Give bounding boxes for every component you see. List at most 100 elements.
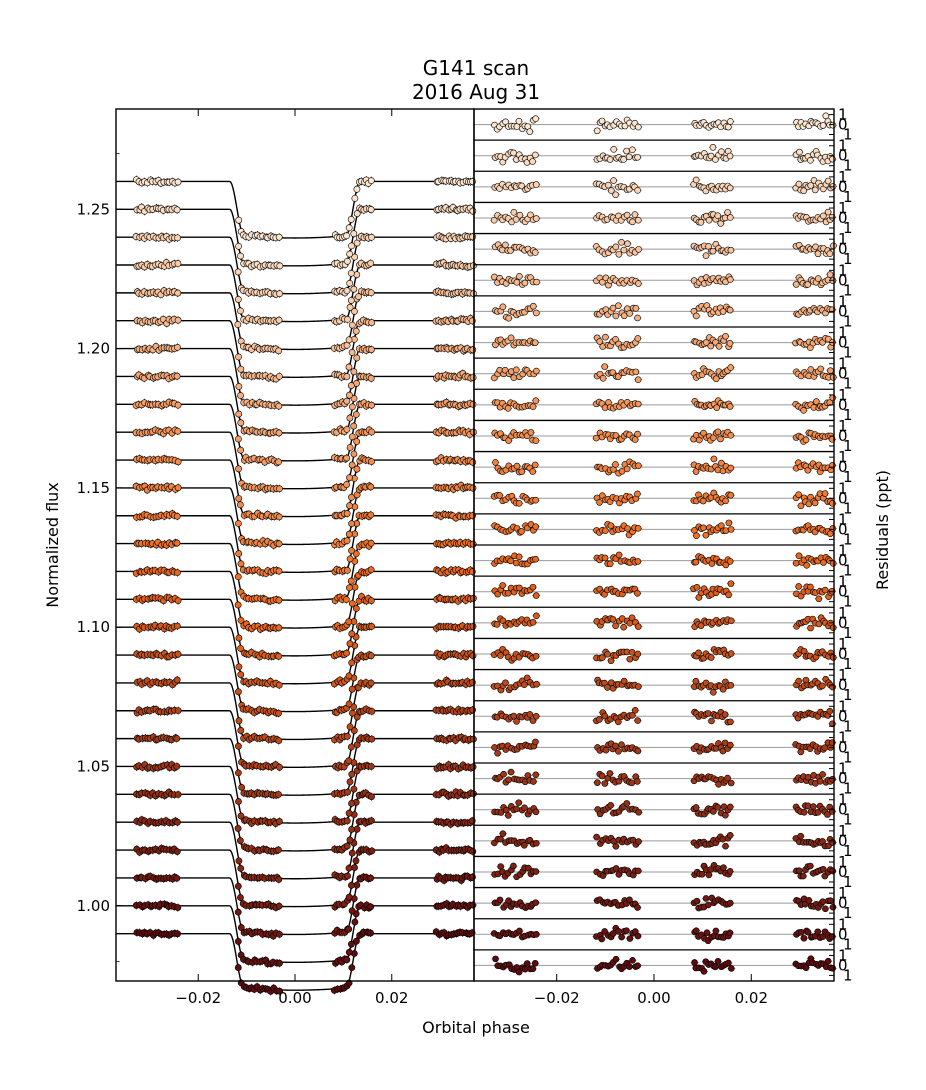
residual-point: [705, 871, 713, 879]
residual-point: [612, 955, 620, 963]
data-point: [347, 382, 355, 389]
residual-point: [804, 802, 812, 810]
data-point: [174, 427, 182, 435]
data-point: [234, 268, 242, 276]
data-point: [343, 232, 350, 240]
data-point: [368, 346, 375, 353]
residual-point: [727, 718, 734, 726]
residual-point: [523, 960, 531, 967]
residual-point: [533, 680, 540, 688]
data-point: [174, 930, 182, 938]
data-point: [367, 817, 375, 825]
residual-point: [623, 927, 630, 934]
data-point: [348, 600, 356, 607]
residual-point: [607, 802, 615, 809]
residual-point: [727, 681, 735, 689]
data-point: [367, 597, 375, 605]
data-point: [343, 481, 350, 488]
residual-point: [703, 929, 711, 936]
residual-point: [829, 965, 836, 972]
data-point: [275, 876, 283, 883]
data-point: [173, 512, 181, 520]
data-point: [276, 290, 283, 298]
data-point: [350, 450, 358, 458]
residual-point: [520, 681, 528, 688]
data-point: [276, 262, 284, 270]
data-point: [235, 550, 243, 557]
data-point: [174, 904, 182, 911]
left-panel-data: [116, 175, 477, 996]
data-point: [235, 495, 243, 502]
residual-point: [709, 689, 717, 696]
residual-point: [533, 930, 540, 938]
data-point: [345, 948, 353, 956]
residual-point: [829, 867, 836, 875]
data-point: [348, 321, 356, 329]
data-point: [345, 530, 353, 538]
residual-point: [634, 962, 641, 969]
data-point: [348, 547, 355, 555]
data-point: [235, 798, 242, 805]
data-point: [237, 307, 244, 315]
data-point: [469, 207, 477, 215]
data-point: [348, 520, 356, 528]
residual-point: [626, 935, 634, 942]
data-point: [343, 287, 351, 295]
data-point: [343, 373, 351, 380]
data-point: [346, 584, 353, 592]
data-point: [234, 601, 242, 609]
data-point: [351, 918, 359, 926]
residual-point: [628, 779, 636, 787]
data-point: [351, 864, 358, 871]
residual-point: [829, 903, 837, 911]
data-point: [344, 872, 351, 880]
residual-point: [726, 832, 734, 839]
data-point: [353, 185, 361, 193]
residual-point: [635, 683, 642, 690]
data-point: [348, 461, 356, 469]
data-point: [348, 881, 355, 889]
residual-point: [626, 963, 633, 970]
residual-point: [607, 657, 615, 665]
data-point: [347, 216, 355, 223]
data-point: [348, 685, 356, 693]
data-point: [469, 484, 477, 492]
data-point: [368, 401, 375, 409]
residual-point: [819, 682, 826, 690]
residual-point: [829, 839, 837, 846]
data-point: [276, 763, 283, 771]
residual-point: [799, 872, 807, 880]
data-point: [275, 624, 283, 632]
data-point: [355, 293, 362, 301]
residual-point: [634, 717, 641, 724]
data-point: [234, 296, 242, 303]
data-point: [368, 428, 376, 436]
data-point: [343, 567, 351, 574]
data-point: [368, 458, 375, 465]
data-point: [275, 652, 283, 660]
data-point: [353, 438, 361, 446]
residual-point: [692, 804, 700, 811]
data-point: [345, 224, 353, 232]
data-point: [351, 194, 359, 202]
residual-point: [618, 933, 625, 941]
data-point: [367, 874, 375, 882]
data-point: [275, 458, 282, 466]
data-point: [347, 743, 355, 751]
data-point: [367, 206, 375, 213]
data-point: [234, 964, 242, 971]
residual-point: [513, 805, 520, 813]
residual-point: [693, 897, 701, 905]
data-point: [368, 623, 376, 630]
data-point: [367, 289, 375, 297]
data-point: [469, 622, 477, 630]
residual-point: [626, 655, 634, 663]
residual-point: [805, 897, 813, 904]
data-point: [368, 319, 376, 326]
residual-point: [800, 934, 808, 942]
data-point: [275, 316, 283, 324]
residual-point: [494, 749, 501, 757]
data-point: [469, 233, 476, 241]
data-point: [348, 907, 356, 915]
data-point: [367, 539, 375, 547]
